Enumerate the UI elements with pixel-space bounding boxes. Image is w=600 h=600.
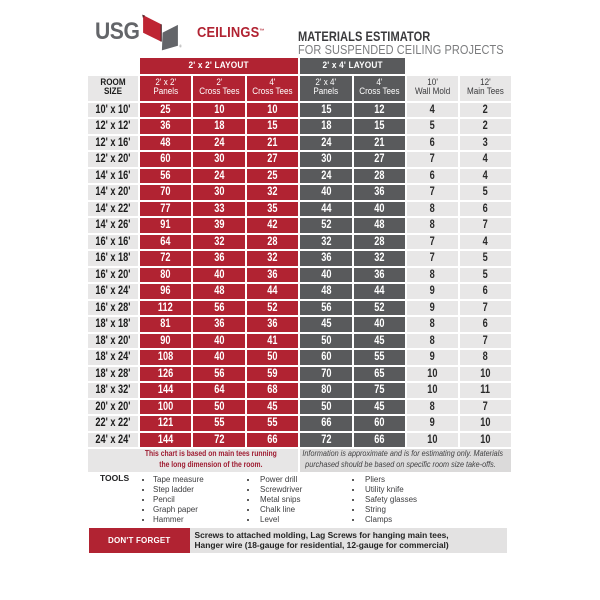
svg-text:®: ® xyxy=(179,44,182,49)
